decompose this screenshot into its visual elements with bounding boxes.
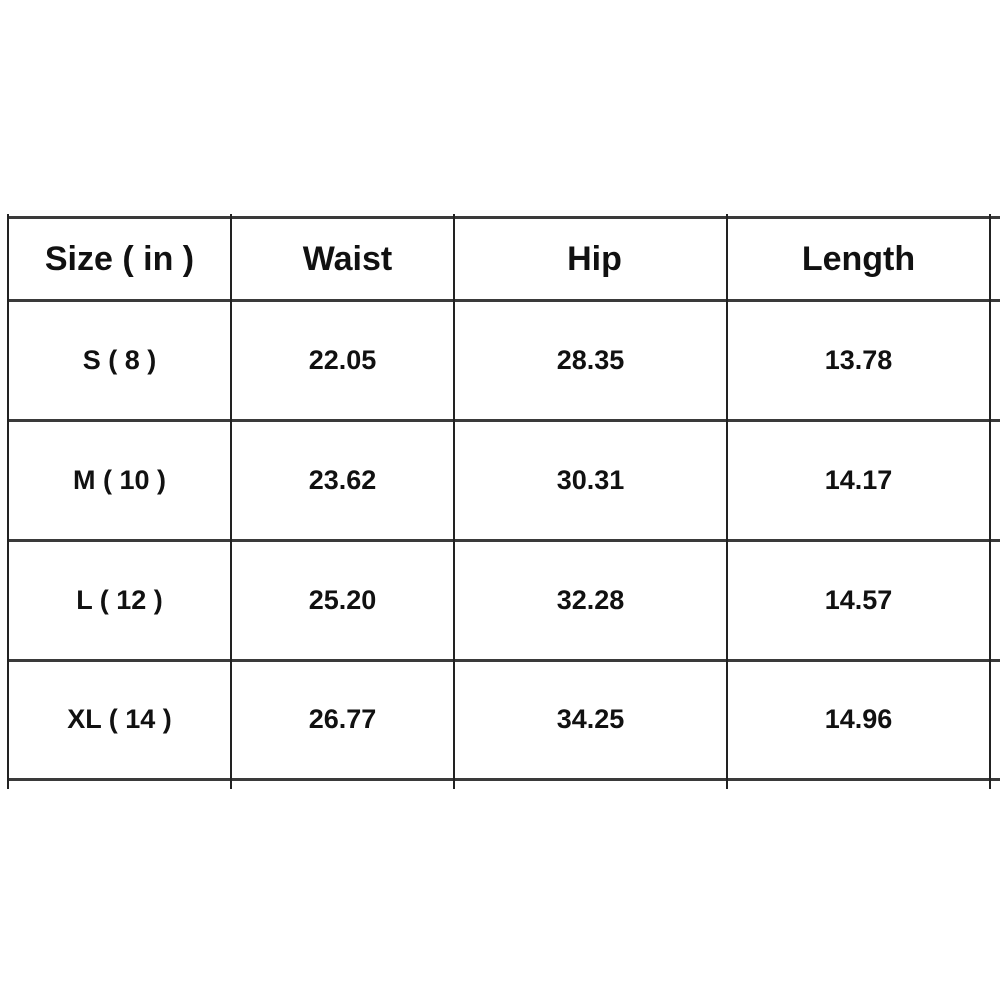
table-cell: 30.31 [556, 464, 625, 495]
grid-line [8, 659, 1000, 662]
table-cell: 22.05 [308, 344, 377, 375]
grid-line [8, 539, 1000, 542]
table-cell: XL ( 14 ) [67, 704, 172, 734]
table-cell: 28.35 [556, 344, 625, 375]
table-cell: 13.78 [824, 344, 893, 375]
table-cell: 32.28 [556, 584, 625, 615]
grid-line [7, 214, 9, 789]
grid-line [230, 214, 232, 789]
grid-line [8, 778, 1000, 781]
table-cell: 25.20 [308, 584, 377, 615]
grid-line [726, 214, 728, 789]
table-header-cell: Length [801, 239, 916, 278]
table-cell: 14.96 [824, 704, 893, 734]
table-cell: L ( 12 ) [76, 584, 163, 615]
grid-line [8, 299, 1000, 302]
table-cell: 14.17 [824, 464, 893, 495]
table-cell: M ( 10 ) [72, 464, 166, 495]
grid-line [8, 419, 1000, 422]
grid-line [8, 216, 1000, 219]
table-cell: S ( 8 ) [82, 344, 157, 375]
table-header-cell: Hip [567, 239, 622, 278]
table-cell: 23.62 [308, 464, 377, 495]
table-cell: 14.57 [824, 584, 893, 615]
table-header-cell: Size ( in ) [44, 239, 195, 278]
grid-line [453, 214, 455, 789]
table-header-cell: Waist [302, 239, 393, 278]
grid-line [989, 214, 991, 789]
table-cell: 26.77 [308, 704, 377, 734]
table-cell: 34.25 [556, 704, 625, 734]
